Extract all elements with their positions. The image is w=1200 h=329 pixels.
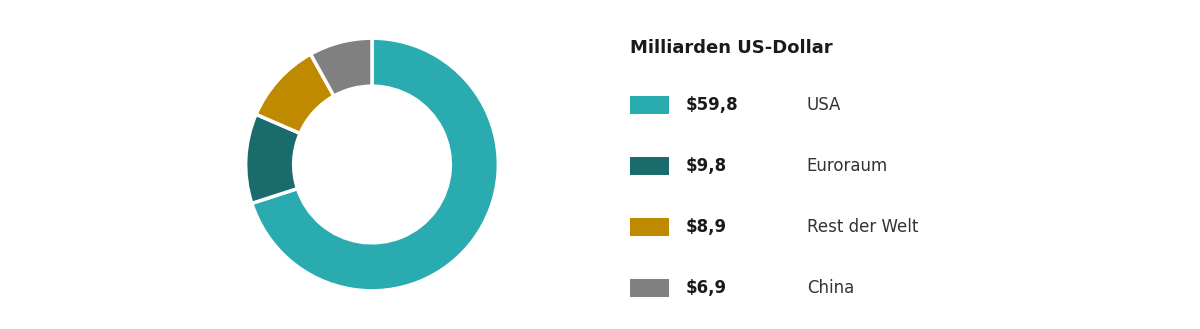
Text: $6,9: $6,9 (685, 279, 726, 297)
Wedge shape (311, 38, 372, 96)
Text: China: China (806, 279, 854, 297)
FancyBboxPatch shape (630, 96, 668, 114)
FancyBboxPatch shape (630, 157, 668, 175)
Wedge shape (256, 54, 334, 133)
Text: $9,8: $9,8 (685, 157, 726, 175)
Text: $8,9: $8,9 (685, 218, 726, 236)
FancyBboxPatch shape (630, 279, 668, 297)
Text: Rest der Welt: Rest der Welt (806, 218, 918, 236)
Wedge shape (246, 114, 300, 203)
Text: Milliarden US-Dollar: Milliarden US-Dollar (630, 39, 833, 58)
Wedge shape (252, 38, 498, 291)
Text: USA: USA (806, 96, 841, 114)
FancyBboxPatch shape (630, 218, 668, 236)
Text: $59,8: $59,8 (685, 96, 738, 114)
Text: Euroraum: Euroraum (806, 157, 888, 175)
